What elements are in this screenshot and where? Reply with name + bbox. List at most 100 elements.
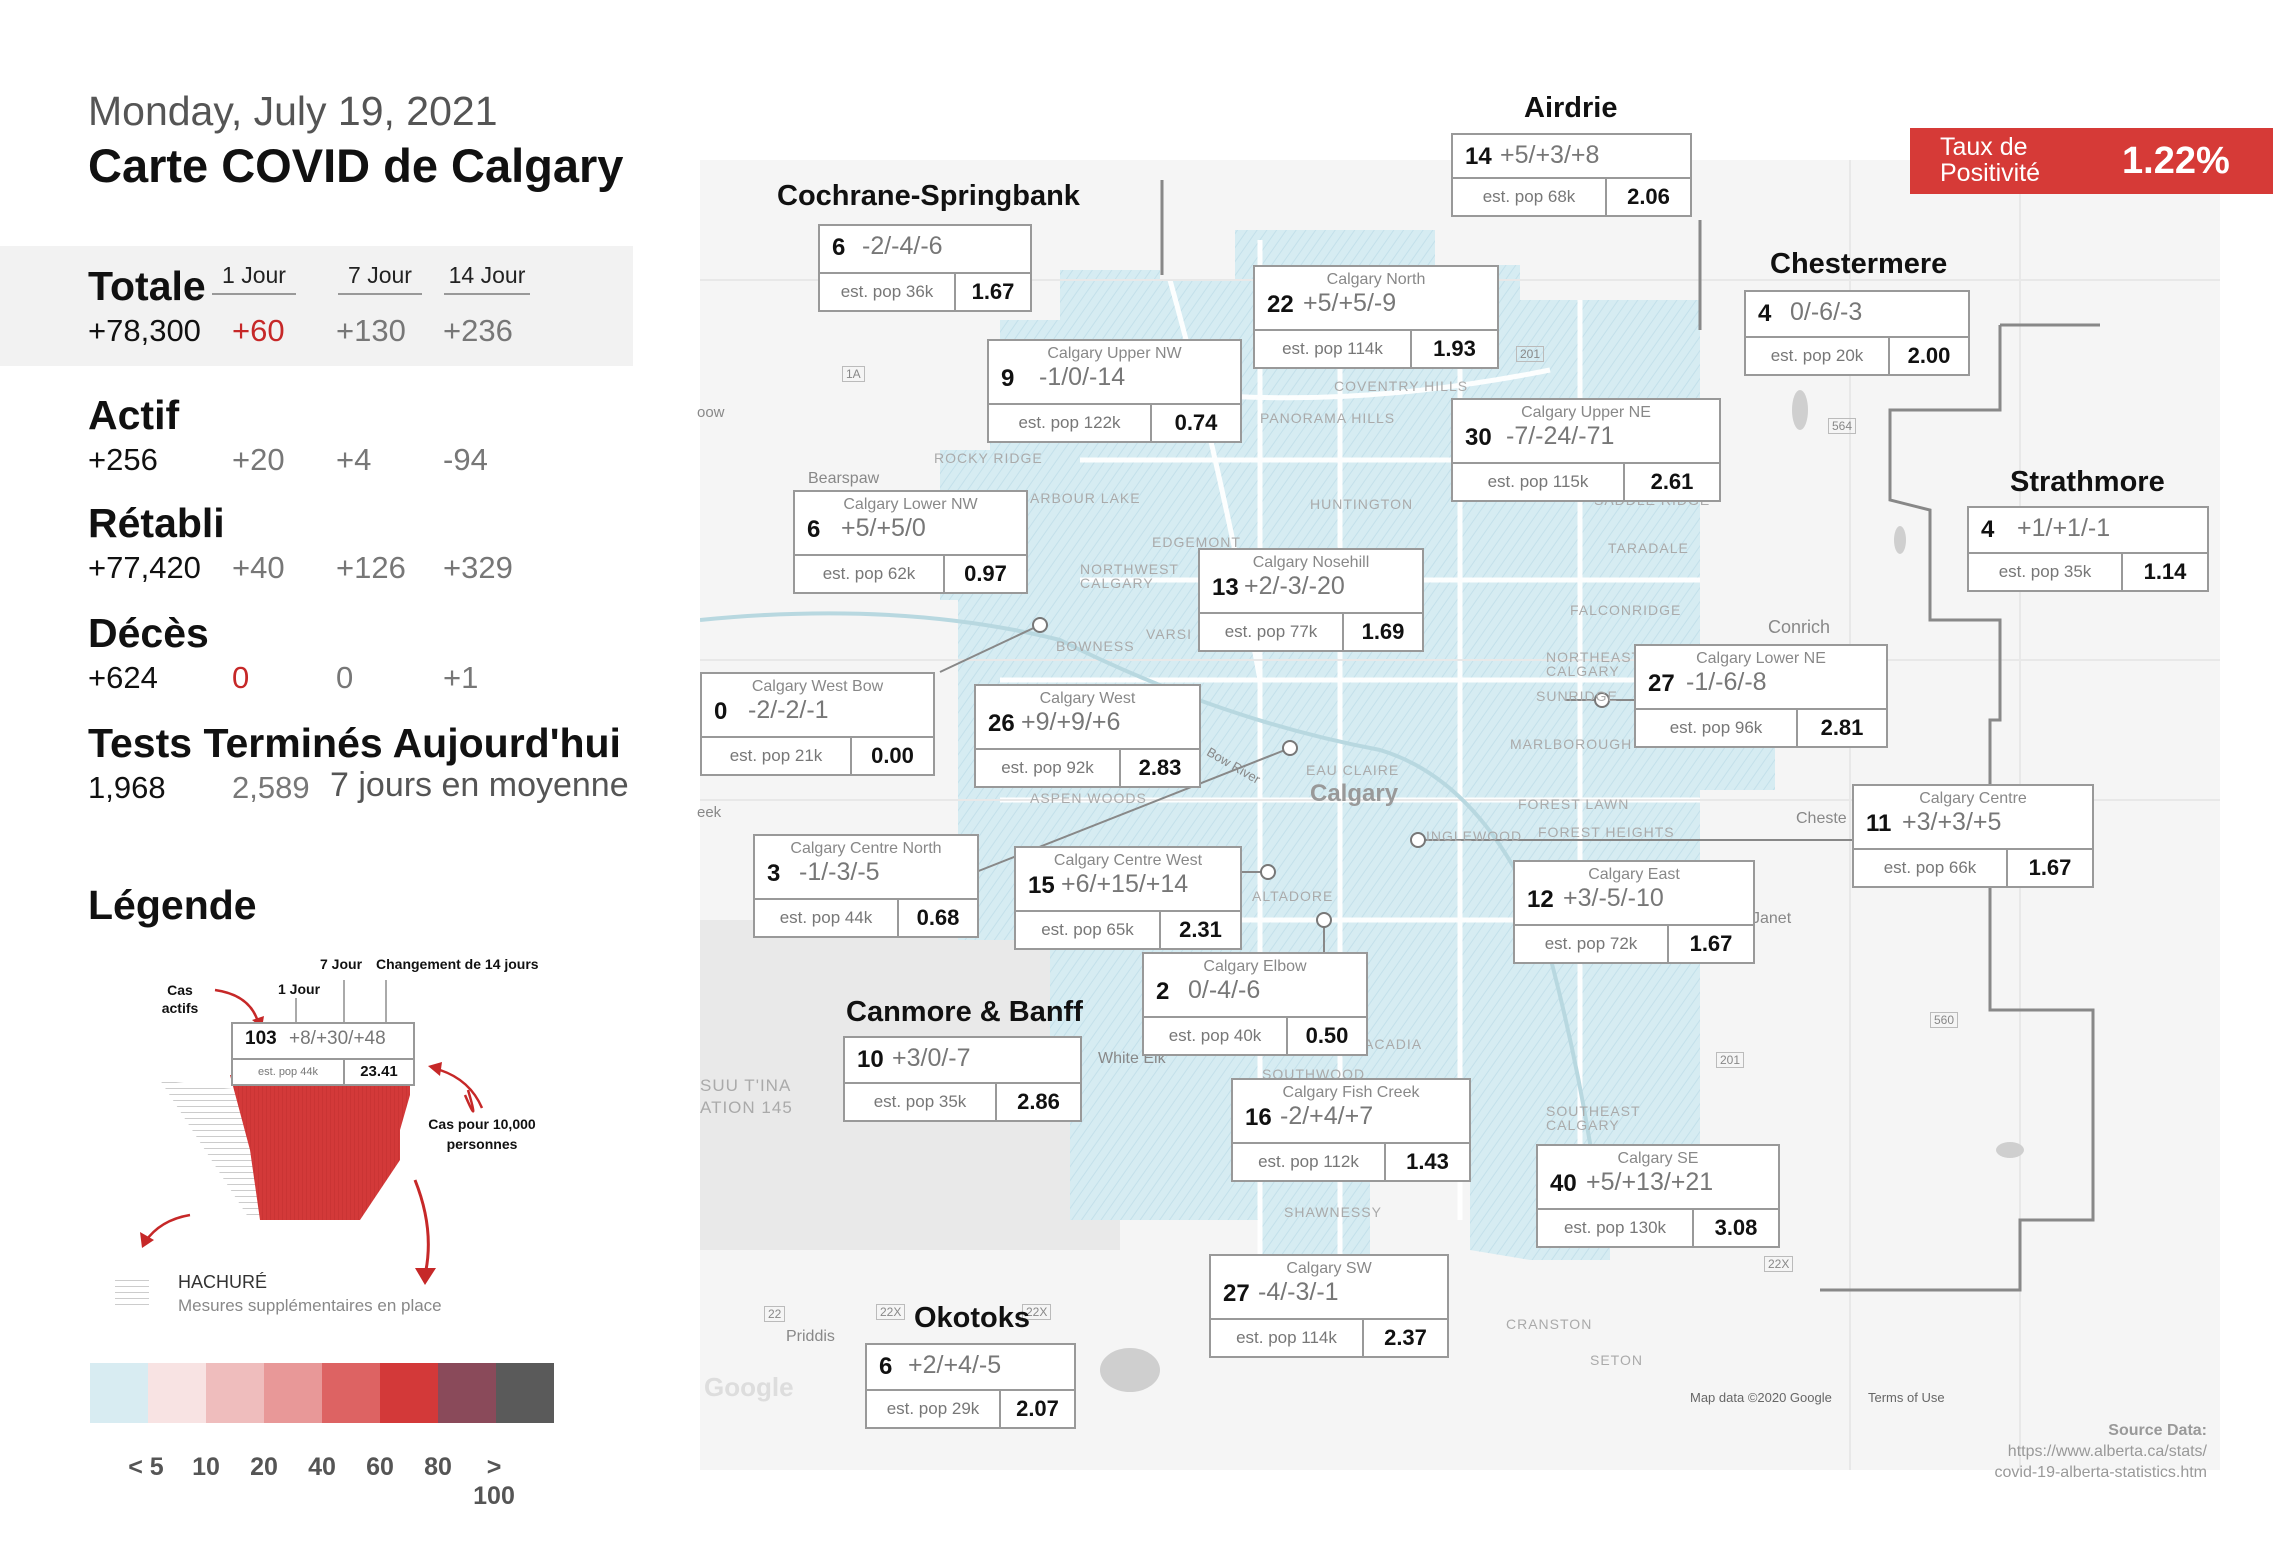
district-rate: 1.43 [1406, 1149, 1449, 1174]
totale-band [0, 246, 633, 366]
scale-label: 80 [424, 1453, 452, 1481]
district-footer: est. pop 35k 1.14 [1969, 552, 2207, 590]
district-case-change: -7/-24/-71 [1506, 422, 1615, 450]
positivity-label-2: Positivité [1940, 159, 2041, 187]
district-box: Calgary Centre West 15 +6/+15/+14 est. pop … [1014, 846, 1242, 950]
district-footer: est. pop 20k 2.00 [1746, 336, 1968, 374]
district-rate: 2.06 [1627, 184, 1670, 209]
scale-swatch [438, 1363, 496, 1423]
district-rate: 0.50 [1305, 1023, 1349, 1048]
district-case-change: +3/-5/-10 [1563, 884, 1664, 912]
map-label-forest-lawn: FOREST LAWN [1518, 796, 1630, 812]
map-label-rocky: ROCKY RIDGE [934, 450, 1043, 466]
district-case-change: +6/+15/+14 [1061, 870, 1189, 898]
district-name: Calgary Nosehill [1252, 554, 1370, 571]
district-rate: 0.68 [916, 905, 960, 930]
district-box: Calgary Elbow 2 0/-4/-6 est. pop 40k 0.50 [1142, 952, 1368, 1056]
deces-value: +624 [88, 660, 158, 695]
district-case-change: -1/-3/-5 [799, 858, 880, 886]
district-box: 10 +3/0/-7 est. pop 35k 2.86 [843, 1036, 1082, 1122]
actif-7day: +4 [336, 442, 372, 477]
district-active-cases: 2 [1156, 978, 1170, 1005]
region-airdrie: Airdrie [1524, 92, 1618, 124]
district-case-change: +2/+4/-5 [908, 1351, 1002, 1379]
map-terms-link[interactable]: Terms of Use [1868, 1390, 1945, 1405]
map-label-sunridge: SUNRIDGE [1536, 688, 1618, 704]
scale-label: 20 [250, 1453, 278, 1481]
map-label-chestermere-town: Cheste [1796, 810, 1847, 827]
source-title: Source Data: [2108, 1422, 2207, 1439]
district-active-cases: 40 [1550, 1170, 1577, 1197]
road-shield-560: 560 [1930, 1012, 1959, 1028]
district-case-change: -2/+4/+7 [1280, 1102, 1374, 1130]
district-footer: est. pop 122k 0.74 [989, 403, 1240, 441]
region-strathmore: Strathmore [2010, 466, 2165, 498]
district-footer: est. pop 35k 2.86 [845, 1082, 1080, 1120]
district-active-cases: 10 [857, 1046, 884, 1073]
district-active-cases: 6 [832, 234, 846, 261]
source-url-1[interactable]: https://www.alberta.ca/stats/ [2007, 1443, 2207, 1460]
district-population: est. pop 62k [795, 556, 945, 592]
totale-1day: +60 [232, 313, 285, 348]
col-7-jour: 7 Jour [338, 262, 422, 295]
district-population: est. pop 35k [1969, 554, 2123, 590]
district-box: Calgary Fish Creek 16 -2/+4/+7 est. pop 112… [1231, 1078, 1471, 1182]
district-case-change: +1/+1/-1 [2017, 514, 2111, 542]
district-box: Calgary Nosehill 13 +2/-3/-20 est. pop 77k 1… [1198, 548, 1424, 652]
map-label-bowness: BOWNESS [1056, 638, 1135, 654]
district-population: est. pop 115k [1453, 464, 1625, 500]
district-rate: 3.08 [1714, 1215, 1758, 1240]
map-label-altadore: ALTADORE [1252, 888, 1334, 904]
district-active-cases: 0 [714, 698, 728, 725]
map-label-aspen: ASPEN WOODS [1030, 790, 1147, 806]
district-footer: est. pop 65k 2.31 [1016, 910, 1240, 948]
map-label-eau-claire: EAU CLAIRE [1306, 762, 1400, 778]
district-rate: 2.81 [1820, 715, 1864, 740]
district-name: Calgary Centre [1919, 790, 2027, 807]
district-rate: 1.67 [2028, 855, 2072, 880]
report-date: Monday, July 19, 2021 [88, 88, 498, 134]
district-box: Calgary SW 27 -4/-3/-1 est. pop 114k 2.37 [1209, 1254, 1449, 1358]
district-box: Calgary East 12 +3/-5/-10 est. pop 72k 1.67 [1513, 860, 1755, 964]
positivity-label-1: Taux de [1940, 133, 2028, 161]
map-label-forest-heights: FOREST HEIGHTS [1538, 824, 1675, 840]
district-footer: est. pop 68k 2.06 [1453, 177, 1690, 215]
district-box: 4 +1/+1/-1 est. pop 35k 1.14 [1967, 506, 2209, 592]
district-active-cases: 4 [1981, 516, 1995, 543]
map-label-taradale: TARADALE [1608, 540, 1689, 556]
district-footer: est. pop 77k 1.69 [1200, 612, 1422, 650]
district-box: Calgary Centre 11 +3/+3/+5 est. pop 66k 1.67 [1852, 784, 2094, 888]
road-shield-22x-west: 22X [876, 1304, 906, 1320]
retabli-1day: +40 [232, 550, 285, 585]
district-footer: est. pop 62k 0.97 [795, 554, 1026, 592]
district-box: Calgary West Bow 0 -2/-2/-1 est. pop 21k 0.0… [700, 672, 935, 776]
totale-value: +78,300 [88, 313, 201, 348]
district-case-change: +2/-3/-20 [1244, 572, 1345, 600]
deces-label: Décès [88, 610, 209, 656]
district-name: Calgary West [1039, 690, 1136, 707]
district-population: est. pop 114k [1211, 1320, 1364, 1356]
district-rate: 2.86 [1017, 1089, 1060, 1114]
road-shield-564: 564 [1828, 418, 1857, 434]
source-url-2[interactable]: covid-19-alberta-statistics.htm [1994, 1464, 2207, 1481]
district-box: 6 -2/-4/-6 est. pop 36k 1.67 [818, 224, 1032, 312]
legend-per10k-label: Cas pour 10,000 personnes [428, 1116, 536, 1152]
district-rate: 0.97 [964, 561, 1007, 586]
district-case-change: -2/-4/-6 [862, 232, 943, 260]
totale-7day: +130 [336, 313, 406, 348]
district-population: est. pop 36k [820, 274, 956, 310]
google-logo: Google [704, 1372, 794, 1402]
district-footer: est. pop 114k 2.37 [1211, 1318, 1447, 1356]
district-box: Calgary North 22 +5/+5/-9 est. pop 114k 1.93 [1253, 265, 1499, 369]
map-label-ne-calgary: NORTHEAST CALGARY [1546, 649, 1641, 679]
district-footer: est. pop 66k 1.67 [1854, 848, 2092, 886]
district-active-cases: 15 [1028, 872, 1055, 899]
district-active-cases: 30 [1465, 424, 1492, 451]
retabli-7day: +126 [336, 550, 406, 585]
map-label-huntington: HUNTINGTON [1310, 496, 1414, 512]
legend-hatch-desc: Mesures supplémentaires en place [178, 1296, 442, 1315]
district-rate: 2.00 [1907, 343, 1951, 368]
map-label-falconridge: FALCONRIDGE [1570, 602, 1682, 618]
district-population: est. pop 40k [1144, 1018, 1288, 1054]
map-label-tsuutina: SUU T'INA [700, 1076, 792, 1095]
